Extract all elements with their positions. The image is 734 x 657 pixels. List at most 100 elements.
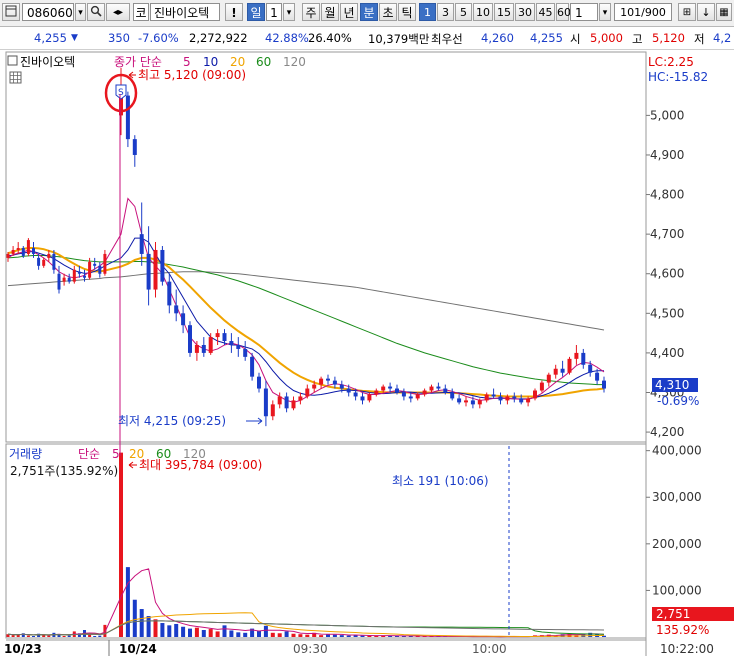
candle-body (539, 382, 544, 391)
candle-body (319, 378, 324, 385)
period-year-button[interactable]: 년 (340, 3, 358, 21)
chart-settings-icon[interactable]: ▦ (716, 3, 732, 21)
candle (443, 384, 448, 395)
last-price-tag (652, 378, 698, 392)
period-tick-button[interactable]: 틱 (398, 3, 416, 21)
period-minute-button[interactable]: 분 (360, 3, 378, 21)
code-dropdown-icon[interactable]: ▾ (75, 3, 86, 21)
candle-body (125, 95, 130, 140)
volume-bar (88, 634, 92, 637)
candle-body (103, 253, 107, 274)
candle (436, 382, 441, 391)
x-label-0930: 09:30 (293, 642, 328, 656)
volume-tick-label: 100,000 (652, 583, 702, 597)
candle-body (32, 248, 35, 254)
unit-input[interactable]: 1 (570, 3, 598, 21)
candle (422, 388, 427, 397)
best-ask: 4,255 (530, 31, 563, 45)
volume-bar (339, 635, 344, 637)
download-icon[interactable]: ↓ (697, 3, 715, 21)
day-count-input[interactable]: 1 (266, 3, 282, 21)
candle-body (37, 257, 41, 266)
volume-bar (408, 636, 413, 637)
period-week-button[interactable]: 주 (302, 3, 320, 21)
stock-chart[interactable]: 5,0004,9004,8004,7004,6004,5004,4004,300… (0, 50, 734, 657)
count-display[interactable]: 101/900 (614, 3, 672, 21)
candle (77, 265, 81, 278)
legend-vol-ma120: 120 (183, 447, 206, 461)
candle-body (298, 396, 303, 401)
volume-bar (42, 635, 46, 637)
unit-dropdown-icon[interactable]: ▾ (599, 3, 611, 21)
interval-button-1[interactable]: 1 (419, 3, 436, 21)
volume-ma120-line (7, 620, 605, 636)
candle (360, 392, 365, 405)
low-price-note: 최저 4,215 (09:25) (118, 414, 226, 428)
crosshair-grid-icon[interactable] (9, 71, 22, 84)
candle-body (443, 388, 448, 393)
interval-button-15[interactable]: 15 (494, 3, 514, 21)
x-label-day2: 10/24 (119, 642, 157, 656)
candle-body (388, 386, 393, 389)
period-second-button[interactable]: 초 (379, 3, 397, 21)
period-day-button[interactable]: 일 (247, 3, 265, 21)
interval-button-10[interactable]: 10 (473, 3, 493, 21)
layout-icon[interactable] (2, 3, 20, 21)
volume-bar (305, 634, 310, 637)
candle (305, 384, 310, 399)
current-price: 4,255 (34, 31, 67, 45)
interval-button-45[interactable]: 45 (536, 3, 555, 21)
volume-bar (243, 632, 248, 637)
volume-bar (132, 599, 137, 637)
candle-body (312, 384, 317, 389)
candle (415, 392, 420, 401)
volume-bar (388, 635, 393, 637)
volume-bar (602, 635, 606, 637)
alert-icon[interactable]: ! (225, 3, 243, 21)
interval-button-3[interactable]: 3 (437, 3, 454, 21)
candle-body (326, 378, 330, 381)
volume-bar (16, 634, 20, 637)
candle (103, 249, 107, 276)
x-label-day1: 10/23 (4, 642, 42, 656)
candle (395, 384, 399, 395)
search-icon[interactable] (87, 3, 105, 21)
volume-bar (201, 630, 206, 637)
candle (146, 226, 151, 306)
day-count-dropdown-icon[interactable]: ▾ (283, 3, 295, 21)
legend-vol-ma60: 60 (156, 447, 171, 461)
volume-bar (222, 625, 227, 637)
candle (132, 135, 137, 167)
candle-body (381, 386, 386, 391)
sound-icon[interactable]: ◂▸ (106, 3, 130, 21)
market-tag: 코 (133, 3, 149, 21)
stock-code-input[interactable]: 086060 (22, 3, 74, 21)
period-month-button[interactable]: 월 (321, 3, 339, 21)
interval-button-60[interactable]: 60 (556, 3, 571, 21)
interval-button-30[interactable]: 30 (515, 3, 535, 21)
volume-bar (26, 635, 30, 637)
candle-body (270, 404, 275, 417)
best-quote-label: 최우선 (431, 32, 463, 46)
highlight-circle (104, 73, 138, 113)
volume-bar (312, 632, 317, 637)
volume-ratio: 42.88% (265, 31, 309, 45)
volume-bar (67, 635, 71, 637)
volume-bar (381, 635, 386, 637)
candle (119, 67, 123, 136)
legend-ma120: 120 (283, 55, 306, 69)
candle (98, 261, 102, 278)
candle (222, 329, 227, 345)
candle-body (62, 277, 66, 282)
candle-body (57, 273, 61, 290)
candle (174, 289, 179, 322)
candle (408, 392, 413, 403)
volume-bar (567, 633, 572, 637)
grid-settings-icon[interactable]: ⊞ (678, 3, 696, 21)
candle (533, 388, 537, 401)
candle-body (181, 313, 186, 326)
candle-body (277, 396, 282, 405)
interval-button-5[interactable]: 5 (455, 3, 472, 21)
candle-body (139, 234, 144, 254)
candle-body (408, 396, 413, 399)
